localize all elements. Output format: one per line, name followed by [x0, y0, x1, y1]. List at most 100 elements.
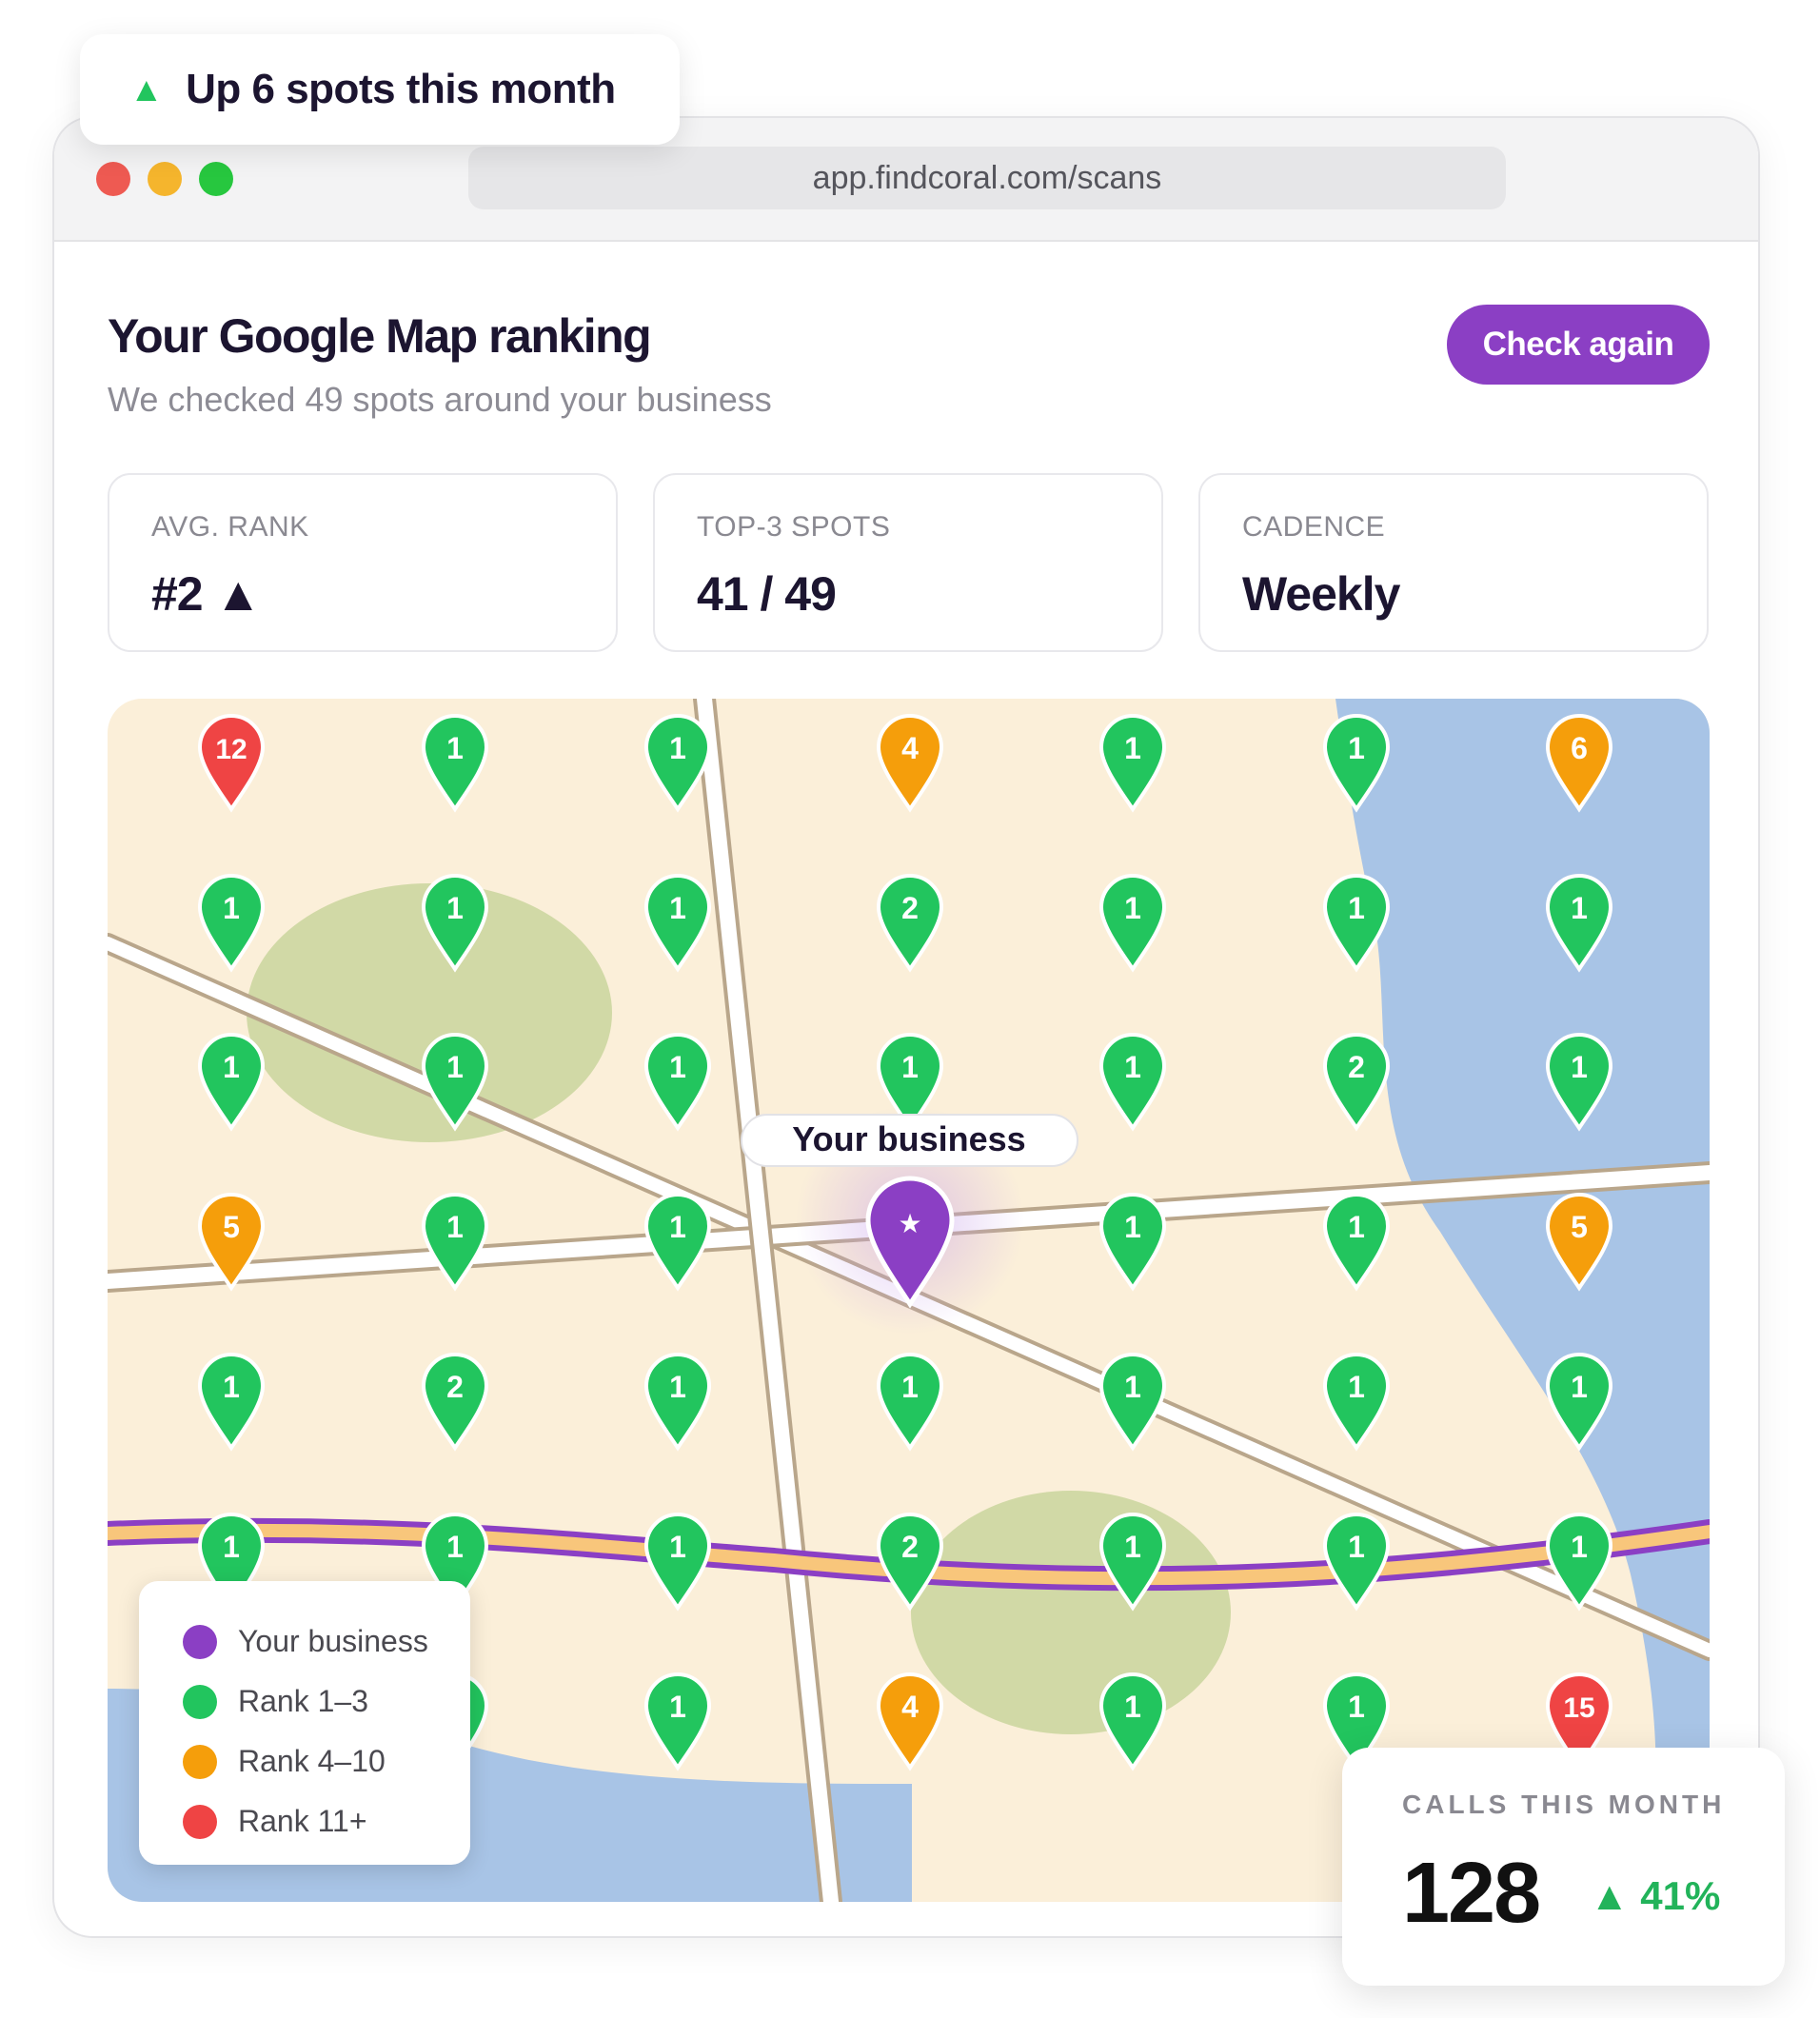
- pin-marker: [1098, 714, 1167, 813]
- pin-rank-label: 1: [1124, 891, 1141, 925]
- pin-rank-label: 4: [901, 1690, 919, 1724]
- pin-marker: [1545, 1353, 1613, 1452]
- pin-rank-label: 1: [1348, 1690, 1365, 1724]
- pin-marker: [876, 1353, 944, 1452]
- pin-marker: [1322, 1672, 1391, 1771]
- rank-pin[interactable]: 1: [421, 1513, 489, 1612]
- legend-item-rank-11-plus: Rank 11+: [183, 1791, 470, 1851]
- maximize-window-button[interactable]: [199, 162, 233, 196]
- pin-marker: [1098, 1193, 1167, 1292]
- rank-pin[interactable]: 2: [876, 1513, 944, 1612]
- rank-pin[interactable]: 1: [643, 1672, 712, 1771]
- rank-pin[interactable]: 1: [1098, 874, 1167, 973]
- business-marker[interactable]: Your business ★: [741, 1114, 1078, 1309]
- rank-pin[interactable]: 5: [1545, 1193, 1613, 1292]
- rank-pin[interactable]: 1: [643, 1033, 712, 1132]
- calls-value: 128: [1402, 1846, 1541, 1941]
- rank-pin[interactable]: 1: [1098, 1513, 1167, 1612]
- rank-pin[interactable]: 1: [1322, 714, 1391, 813]
- rank-pin[interactable]: 1: [643, 1193, 712, 1292]
- pin-rank-label: 1: [446, 1210, 464, 1244]
- rank-pin[interactable]: 1: [421, 1033, 489, 1132]
- pin-rank-label: 1: [1348, 891, 1365, 925]
- pin-rank-label: 1: [1348, 1210, 1365, 1244]
- rank-pin[interactable]: 1: [1322, 1193, 1391, 1292]
- address-bar[interactable]: app.findcoral.com/scans: [468, 147, 1506, 209]
- rank-pin[interactable]: 1: [197, 1513, 266, 1612]
- pin-marker: [643, 1193, 712, 1292]
- rank-pin[interactable]: 2: [876, 874, 944, 973]
- map-legend: Your business Rank 1–3 Rank 4–10 Rank 11…: [139, 1581, 470, 1865]
- rank-pin[interactable]: 1: [421, 874, 489, 973]
- pin-rank-label: 1: [669, 1050, 686, 1084]
- rank-pin[interactable]: 2: [421, 1353, 489, 1452]
- pin-marker: [876, 714, 944, 813]
- pin-marker: [1322, 1033, 1391, 1132]
- business-pin[interactable]: [865, 1176, 955, 1309]
- pin-marker: [1322, 1193, 1391, 1292]
- rank-pin[interactable]: 1: [643, 1513, 712, 1612]
- legend-dot: [183, 1804, 217, 1839]
- pin-marker: [1545, 874, 1613, 973]
- rank-pin[interactable]: 1: [1322, 874, 1391, 973]
- pin-marker: [876, 874, 944, 973]
- stat-card-avg-rank: AVG. RANK #2 ▲: [108, 473, 618, 652]
- rank-pin[interactable]: 1: [1322, 1513, 1391, 1612]
- rank-pin[interactable]: 1: [1545, 1353, 1613, 1452]
- minimize-window-button[interactable]: [148, 162, 182, 196]
- rank-pin[interactable]: 2: [1322, 1033, 1391, 1132]
- rank-pin[interactable]: 1: [197, 1033, 266, 1132]
- rank-pin[interactable]: 6: [1545, 714, 1613, 813]
- rank-pin[interactable]: 1: [1098, 1672, 1167, 1771]
- rank-pin[interactable]: 1: [1322, 1353, 1391, 1452]
- rank-pin[interactable]: 12: [197, 714, 266, 813]
- rank-pin[interactable]: 1: [643, 874, 712, 973]
- rank-pin[interactable]: 4: [876, 714, 944, 813]
- pin-rank-label: 1: [669, 731, 686, 765]
- rank-pin[interactable]: 1: [643, 1353, 712, 1452]
- pin-marker: [1098, 1672, 1167, 1771]
- map-park: [247, 883, 612, 1142]
- pin-rank-label: 1: [446, 731, 464, 765]
- rank-pin[interactable]: 4: [876, 1672, 944, 1771]
- rank-pin[interactable]: 1: [1545, 1033, 1613, 1132]
- rank-pin[interactable]: 1: [421, 714, 489, 813]
- pin-marker: [421, 714, 489, 813]
- pin-rank-label: 1: [1348, 1530, 1365, 1564]
- rank-pin[interactable]: 5: [197, 1193, 266, 1292]
- close-window-button[interactable]: [96, 162, 130, 196]
- rank-pin[interactable]: 1: [1098, 1193, 1167, 1292]
- rank-pin[interactable]: 15: [1545, 1672, 1613, 1771]
- rank-pin[interactable]: 1: [1098, 714, 1167, 813]
- ranking-map[interactable]: 12 1 1 4 1 1 6 1 1 1 2 1 1 1 1 1 1 1 1 2 1 5 1 1 1 1 5 1 2 1 1 1 1 1 1 1 1 2 1…: [108, 699, 1710, 1902]
- pin-marker: [1098, 1033, 1167, 1132]
- rank-pin[interactable]: 1: [1098, 1353, 1167, 1452]
- pin-marker: [421, 1033, 489, 1132]
- pin-rank-label: 1: [1124, 1690, 1141, 1724]
- rank-pin[interactable]: 1: [876, 1033, 944, 1132]
- rank-pin[interactable]: 1: [876, 1353, 944, 1452]
- pin-marker: [1545, 1033, 1613, 1132]
- star-icon: ★: [898, 1208, 921, 1239]
- stat-value: 41 / 49: [697, 567, 837, 621]
- check-again-button[interactable]: Check again: [1447, 305, 1710, 385]
- rank-pin[interactable]: 1: [1098, 1033, 1167, 1132]
- rank-pin[interactable]: 1: [197, 874, 266, 973]
- rank-pin[interactable]: 1: [1545, 874, 1613, 973]
- calls-delta: ▲ 41%: [1590, 1873, 1721, 1918]
- legend-item-business: Your business: [183, 1612, 470, 1672]
- rank-pin[interactable]: 1: [197, 1353, 266, 1452]
- rank-pin[interactable]: 1: [643, 714, 712, 813]
- legend-item-rank-1-3: Rank 1–3: [183, 1672, 470, 1731]
- pin-rank-label: 1: [1124, 1210, 1141, 1244]
- pin-marker: [197, 874, 266, 973]
- rank-pins: 12 1 1 4 1 1 61 1 1 2 1 1 11 1 1 1 1 2 15 1 1 1 1 51 2 1 1 1 1 11 1 1 2 1…: [197, 714, 1613, 1771]
- rank-pin[interactable]: 1: [421, 1193, 489, 1292]
- pin-rank-label: 1: [1124, 1530, 1141, 1564]
- rank-pin[interactable]: 1: [1322, 1672, 1391, 1771]
- rank-pin[interactable]: 1: [1545, 1513, 1613, 1612]
- pin-marker: [197, 1193, 266, 1292]
- pin-rank-label: 1: [1348, 731, 1365, 765]
- pin-marker: [1322, 1513, 1391, 1612]
- pin-rank-label: 1: [1124, 1050, 1141, 1084]
